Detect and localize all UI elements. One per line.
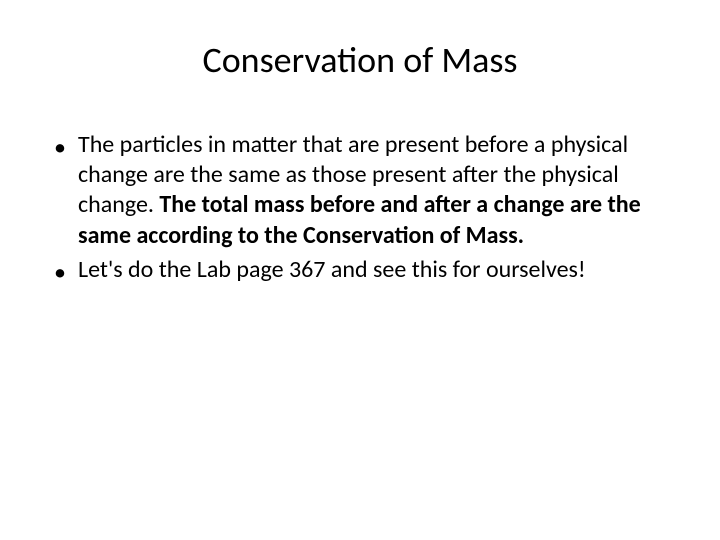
bullet-text: The particles in matter that are present…	[78, 130, 666, 251]
bullet-marker: •	[54, 255, 78, 288]
slide-body: • The particles in matter that are prese…	[40, 130, 680, 288]
bullet-text-bold: The total mass before and after a change…	[78, 190, 641, 249]
bullet-marker: •	[54, 130, 78, 163]
bullet-item: • The particles in matter that are prese…	[54, 130, 666, 251]
bullet-item: • Let's do the Lab page 367 and see this…	[54, 255, 666, 288]
bullet-text-normal: Let's do the Lab page 367 and see this f…	[78, 255, 586, 284]
slide-title: Conservation of Mass	[40, 38, 680, 82]
slide-container: Conservation of Mass • The particles in …	[0, 0, 720, 540]
bullet-text: Let's do the Lab page 367 and see this f…	[78, 255, 586, 285]
